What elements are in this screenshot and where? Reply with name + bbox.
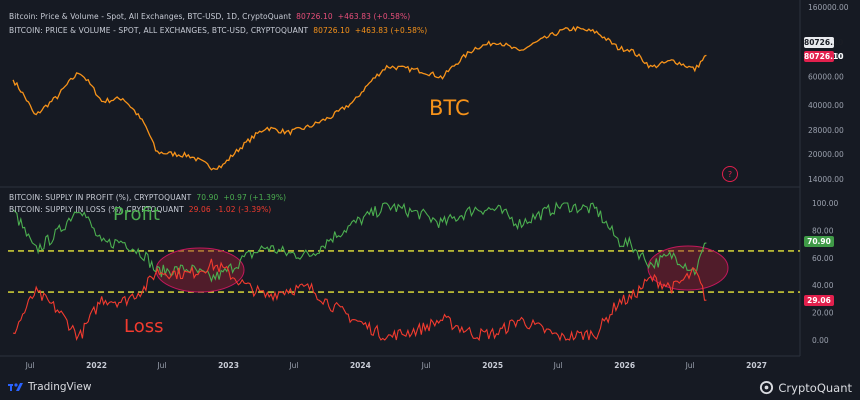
legend-btc-line-value: 80726.10 <box>313 26 350 35</box>
x-tick-7: 2025 <box>482 361 503 370</box>
y-tick-bottom-0: 100.00 <box>812 199 838 208</box>
y-tick-bottom-2: 60.00 <box>812 254 834 263</box>
tradingview-icon <box>8 383 23 391</box>
legend-loss-value: 29.06 <box>188 205 211 214</box>
legend-profit-change: +0.97 (+1.39%) <box>223 193 287 202</box>
highlight-ellipse-2022 <box>155 247 245 293</box>
y-tick-top-6: 14000.00 <box>808 175 844 184</box>
price-badge-white: 80726.10 <box>804 37 844 48</box>
x-tick-9: 2026 <box>614 361 635 370</box>
y-tick-bottom-1: 80.00 <box>812 226 834 235</box>
loss-badge: 29.06 <box>804 295 834 306</box>
legend-btc-spot-change: +463.83 (+0.58%) <box>337 12 411 21</box>
y-tick-top-2: 60000.00 <box>808 72 844 81</box>
profit-line <box>12 201 707 283</box>
y-tick-bottom-5: 0.00 <box>812 336 829 345</box>
legend-btc-spot-value: 80726.10 <box>296 12 333 21</box>
legend-profit-label: BITCOIN: SUPPLY IN PROFIT (%), CRYPTOQUA… <box>9 193 192 202</box>
profit-badge: 70.90 <box>804 236 834 247</box>
legend-loss: BITCOIN: SUPPLY IN LOSS (%), CRYPTOQUANT… <box>9 205 271 215</box>
legend-btc-line-change: +463.83 (+0.58%) <box>354 26 428 35</box>
legend-btc-line-label: BITCOIN: PRICE & VOLUME - SPOT, ALL EXCH… <box>9 26 309 35</box>
x-tick-0: Jul <box>25 361 35 370</box>
y-tick-top-3: 40000.00 <box>808 101 844 110</box>
legend-profit: BITCOIN: SUPPLY IN PROFIT (%), CRYPTOQUA… <box>9 193 286 203</box>
legend-loss-label: BITCOIN: SUPPLY IN LOSS (%), CRYPTOQUANT <box>9 205 184 214</box>
x-tick-11: 2027 <box>746 361 767 370</box>
highlight-ellipse-2026 <box>647 245 729 291</box>
annotation-loss: Loss <box>124 316 164 337</box>
question-marker-icon[interactable]: ? <box>722 166 738 182</box>
cryptoquant-logo[interactable]: CryptoQuant <box>759 380 852 395</box>
legend-btc-spot: Bitcoin: Price & Volume - Spot, All Exch… <box>9 12 410 22</box>
tradingview-logo[interactable]: TradingView <box>8 381 91 393</box>
legend-btc-line: BITCOIN: PRICE & VOLUME - SPOT, ALL EXCH… <box>9 26 427 36</box>
x-tick-6: Jul <box>421 361 431 370</box>
legend-loss-change: -1.02 (-3.39%) <box>215 205 272 214</box>
x-tick-10: Jul <box>685 361 695 370</box>
price-badge-red: 80726.10 <box>804 51 844 62</box>
y-tick-top-5: 20000.00 <box>808 150 844 159</box>
x-tick-4: Jul <box>288 361 298 370</box>
cryptoquant-icon <box>760 380 774 395</box>
annotation-profit: Profit <box>113 204 160 225</box>
x-tick-1: 2022 <box>86 361 107 370</box>
y-tick-top-4: 28000.00 <box>808 126 844 135</box>
loss-line <box>12 258 707 342</box>
legend-profit-value: 70.90 <box>196 193 219 202</box>
y-tick-bottom-4: 20.00 <box>812 309 834 318</box>
legend-btc-spot-label: Bitcoin: Price & Volume - Spot, All Exch… <box>9 12 292 21</box>
x-tick-8: Jul <box>553 361 563 370</box>
btc-price-line <box>12 25 707 171</box>
tradingview-label: TradingView <box>28 381 92 393</box>
x-tick-3: 2023 <box>218 361 239 370</box>
x-tick-2: Jul <box>156 361 166 370</box>
cryptoquant-label: CryptoQuant <box>778 380 852 395</box>
y-tick-bottom-3: 40.00 <box>812 281 834 290</box>
x-tick-5: 2024 <box>350 361 371 370</box>
annotation-btc: BTC <box>429 96 470 120</box>
y-tick-top-0: 160000.00 <box>808 3 849 12</box>
